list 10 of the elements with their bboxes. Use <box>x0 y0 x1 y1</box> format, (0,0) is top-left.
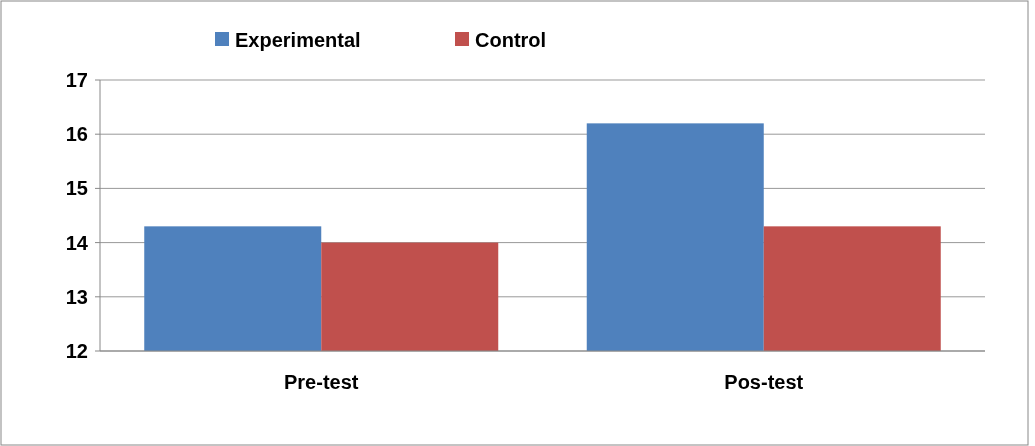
legend-label: Control <box>475 29 547 51</box>
legend-label: Experimental <box>235 29 361 51</box>
y-tick-label: 16 <box>65 123 88 146</box>
y-tick-label: 15 <box>65 177 88 200</box>
y-tick-label: 17 <box>65 69 88 91</box>
x-tick-label: Pos-test <box>724 371 804 393</box>
y-tick-label: 14 <box>65 231 89 254</box>
x-tick-label: Pre-test <box>284 371 359 393</box>
y-tick-label: 13 <box>65 285 88 308</box>
y-tick-label: 12 <box>65 340 88 362</box>
